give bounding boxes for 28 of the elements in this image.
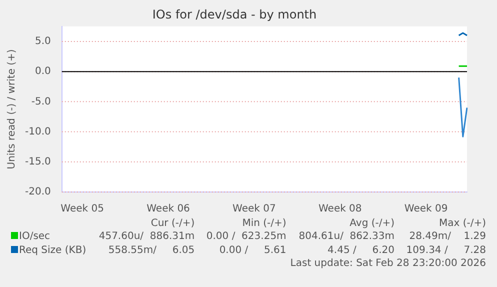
text: Cur (-/+): [150, 218, 196, 230]
text: 4.45 / 6.20: [326, 244, 396, 258]
x-tick-label: Week 08: [318, 204, 362, 215]
x-tick-label: Week 09: [404, 204, 448, 215]
text: 457.60u/ 886.31m: [98, 230, 196, 244]
y-tick-label: -10.0: [25, 126, 51, 138]
y-tick-label: 5.0: [34, 36, 51, 48]
y-tick-label: -5.0: [31, 96, 51, 108]
x-tick-label: Week 05: [60, 204, 104, 215]
text: 558.55m/ 6.05: [107, 244, 196, 258]
text: Last update: Sat Feb 28 23:20:00 2026: [289, 258, 487, 270]
text: 0.00 / 623.25m: [205, 230, 288, 244]
y-tick-label: -15.0: [25, 156, 51, 168]
y-tick-label: 0.0: [34, 66, 51, 78]
x-tick-label: Week 07: [232, 204, 276, 215]
y-tick-label: -20.0: [25, 186, 51, 198]
text: Max (-/+): [438, 218, 487, 230]
text: 0.00 / 5.61: [218, 244, 288, 258]
legend-label: Req Size (KB): [18, 244, 88, 258]
text: Avg (-/+): [348, 218, 396, 230]
text: 28.49m/ 1.29: [408, 230, 487, 244]
y-axis-title: Units read (-) / write (+): [6, 49, 18, 170]
legend-label: IO/sec: [18, 230, 52, 244]
x-tick-label: Week 06: [146, 204, 190, 215]
text: 804.61u/ 862.33m: [298, 230, 396, 244]
chart-title: IOs for /dev/sda - by month: [152, 7, 317, 22]
text: Min (-/+): [241, 218, 288, 230]
text: 109.34 / 7.28: [405, 244, 487, 258]
